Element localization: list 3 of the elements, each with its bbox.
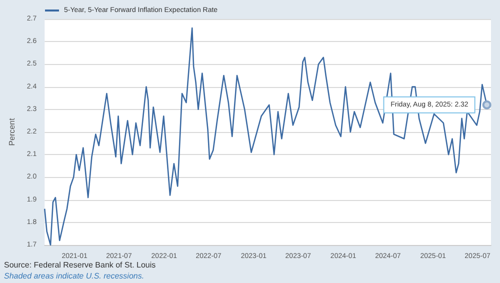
source-note: Source: Federal Reserve Bank of St. Louis [4, 260, 156, 270]
y-axis-title: Percent [8, 117, 16, 146]
text: Shaded areas indicate U.S. recessions. [4, 272, 144, 280]
